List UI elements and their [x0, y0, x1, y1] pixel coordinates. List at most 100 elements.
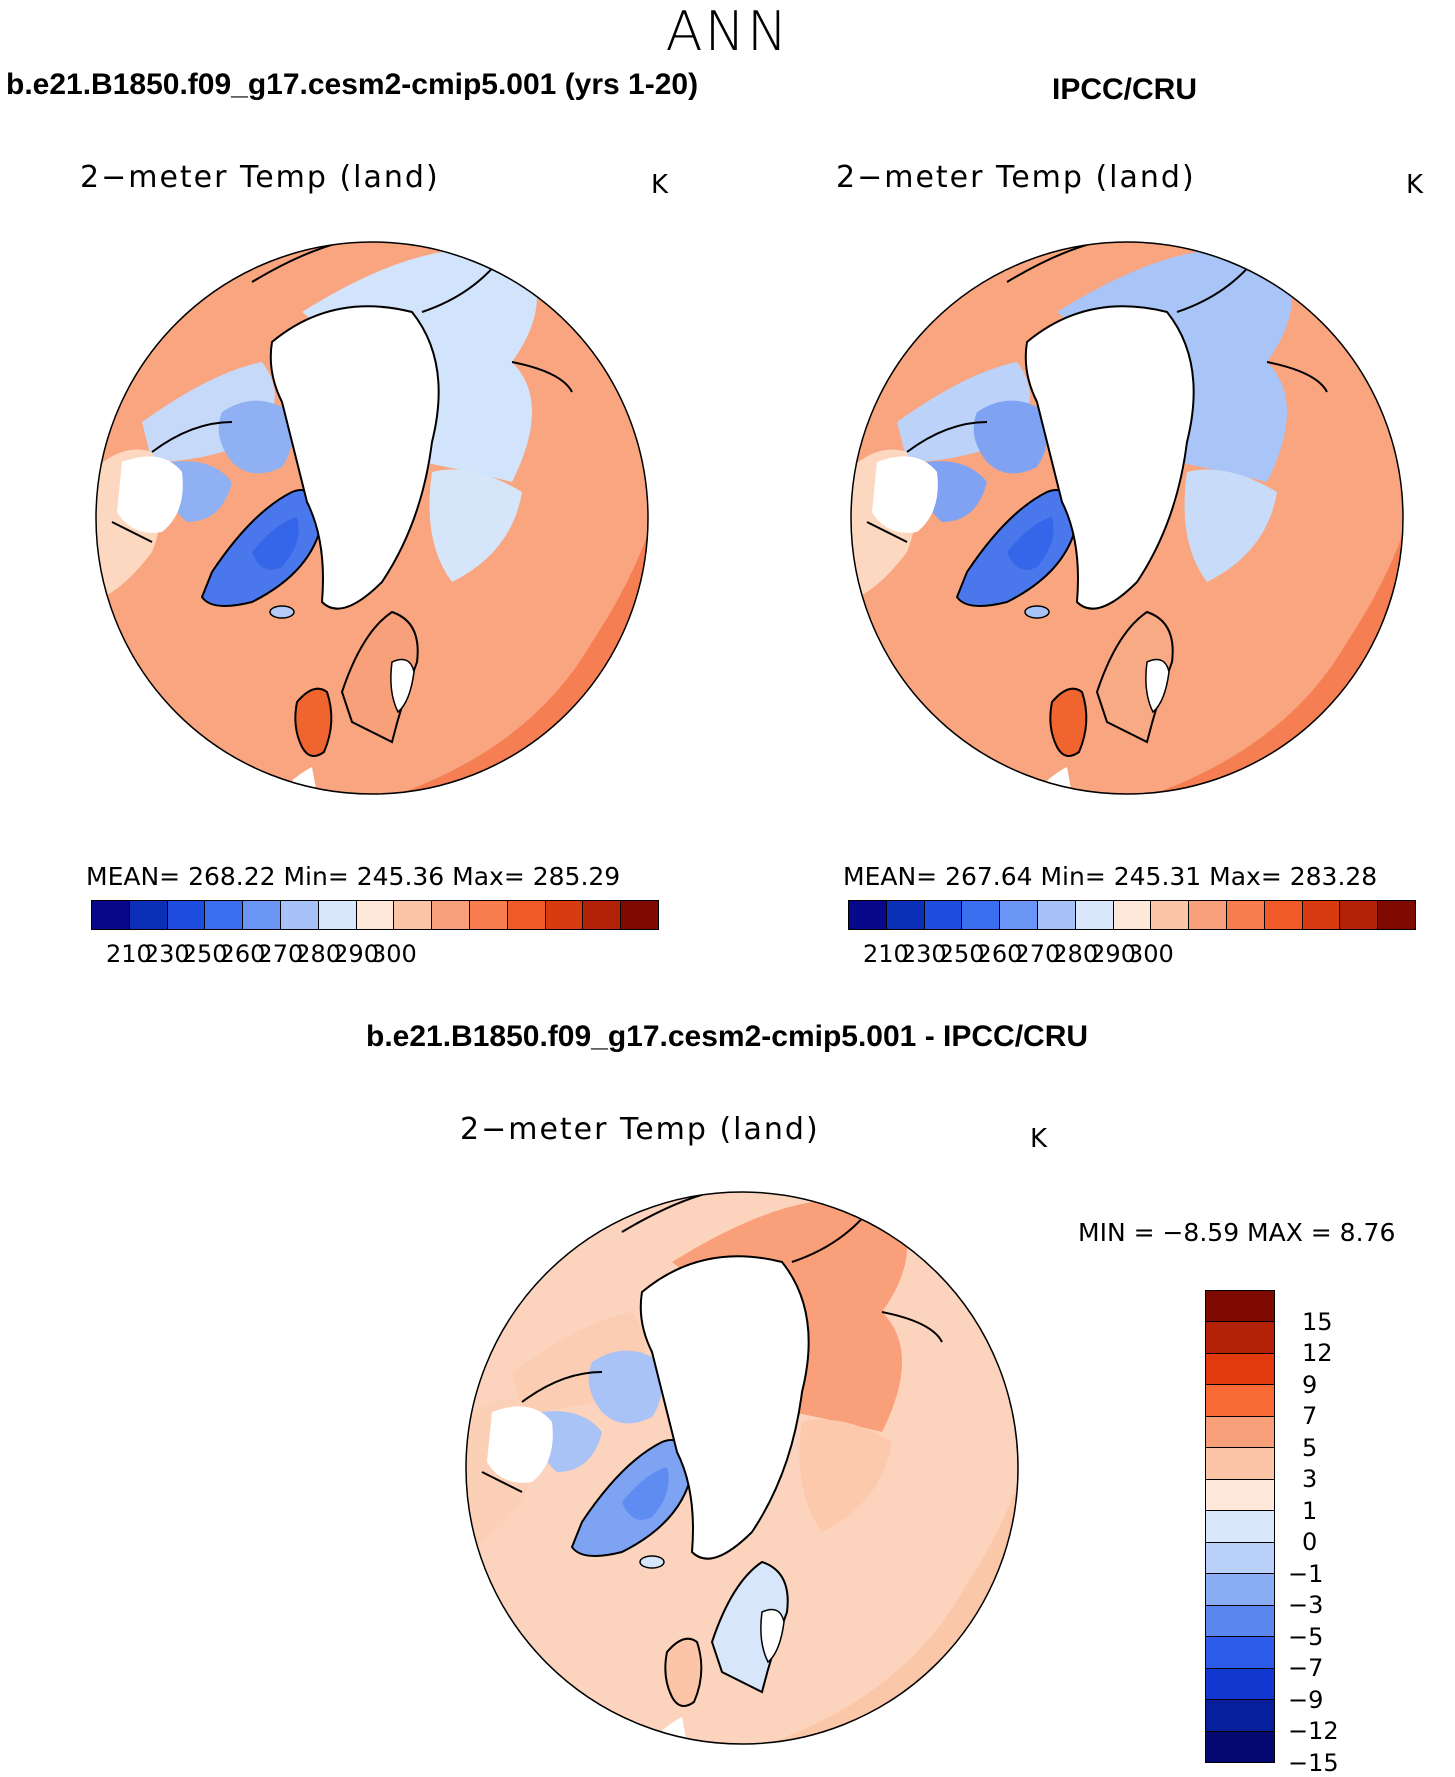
colorbar-swatch	[1340, 901, 1379, 929]
model-stats: MEAN= 268.22 Min= 245.36 Max= 285.29	[86, 862, 621, 891]
colorbar-swatch	[1000, 901, 1038, 929]
colorbar-tick-label: −15	[1288, 1749, 1339, 1777]
colorbar-tick-label: 280	[295, 940, 342, 968]
colorbar-tick-label: 210	[105, 940, 152, 968]
map-land-fill	[466, 1192, 1018, 1744]
map-boundary	[95, 241, 649, 795]
colorbar-swatch	[243, 901, 281, 929]
colorbar-swatch	[1151, 901, 1190, 929]
colorbar-swatch	[849, 901, 887, 929]
model-polar-map	[95, 241, 649, 795]
colorbar-tick-label: 250	[938, 940, 985, 968]
diff-case-title: b.e21.B1850.f09_g17.cesm2-cmip5.001 - IP…	[366, 1020, 1089, 1053]
figure-title: ANN	[665, 0, 790, 63]
map-boundary	[465, 1191, 1019, 1745]
colorbar-swatch	[1206, 1291, 1274, 1323]
colorbar-swatch	[1378, 901, 1415, 929]
colorbar-tick-label: 260	[976, 940, 1023, 968]
colorbar-swatch	[621, 901, 658, 929]
colorbar-tick-label: 250	[181, 940, 228, 968]
colorbar-swatch	[432, 901, 470, 929]
model-case-title: b.e21.B1850.f09_g17.cesm2-cmip5.001 (yrs…	[6, 68, 699, 101]
diff-colorbar	[1205, 1290, 1275, 1763]
colorbar-tick-label: 270	[257, 940, 304, 968]
diff-colorbar-labels: 15 12 9 7 5 3 1 0 −1 −3 −5 −7 −9 −12 −15	[1288, 1290, 1348, 1777]
colorbar-swatch	[583, 901, 622, 929]
colorbar-swatch	[545, 901, 584, 929]
colorbar-swatch	[1206, 1322, 1274, 1354]
colorbar-swatch	[1206, 1574, 1274, 1606]
colorbar-tick-label: 280	[1052, 940, 1099, 968]
colorbar-tick-label: −9	[1288, 1685, 1324, 1714]
obs-unit: K	[1406, 170, 1424, 200]
obs-polar-map	[850, 241, 1404, 795]
colorbar-swatch	[469, 901, 508, 929]
diff-polar-map	[465, 1191, 1019, 1745]
colorbar-swatch	[1206, 1353, 1274, 1386]
colorbar-tick-label: 7	[1302, 1402, 1318, 1431]
colorbar-swatch	[394, 901, 433, 929]
colorbar-swatch	[962, 901, 1001, 929]
map-land-fill	[851, 242, 1403, 794]
map-land-fill	[96, 242, 648, 794]
colorbar-tick-label: 230	[143, 940, 190, 968]
colorbar-tick-label: 0	[1302, 1528, 1318, 1557]
diff-plot-title: 2−meter Temp (land)	[460, 1112, 820, 1147]
colorbar-swatch	[1206, 1479, 1274, 1512]
colorbar-swatch	[1206, 1637, 1274, 1669]
colorbar-swatch	[1075, 901, 1114, 929]
colorbar-swatch	[205, 901, 244, 929]
map-boundary	[850, 241, 1404, 795]
model-unit: K	[651, 170, 669, 200]
colorbar-tick-label: 210	[862, 940, 909, 968]
colorbar-tick-label: 290	[333, 940, 379, 968]
colorbar-swatch	[92, 901, 130, 929]
colorbar-swatch	[1206, 1731, 1274, 1763]
colorbar-tick-label: 300	[1128, 940, 1174, 968]
model-colorbar	[91, 900, 659, 930]
colorbar-tick-label: −1	[1288, 1559, 1324, 1588]
colorbar-swatch	[1189, 901, 1227, 929]
colorbar-swatch	[1037, 901, 1076, 929]
colorbar-tick-label: −12	[1288, 1717, 1339, 1746]
colorbar-swatch	[1302, 901, 1341, 929]
colorbar-swatch	[1206, 1668, 1274, 1701]
colorbar-tick-label: −7	[1288, 1654, 1324, 1683]
obs-case-title: IPCC/CRU	[1052, 73, 1198, 106]
colorbar-swatch	[1206, 1416, 1274, 1449]
colorbar-tick-label: −5	[1288, 1622, 1324, 1651]
diff-stats: MIN = −8.59 MAX = 8.76	[1078, 1218, 1396, 1247]
colorbar-swatch	[1264, 901, 1303, 929]
colorbar-swatch	[1206, 1448, 1274, 1480]
colorbar-swatch	[1113, 901, 1152, 929]
colorbar-swatch	[886, 901, 925, 929]
colorbar-swatch	[280, 901, 319, 929]
colorbar-tick-label: 3	[1302, 1465, 1318, 1494]
colorbar-swatch	[318, 901, 357, 929]
colorbar-tick-label: 1	[1302, 1496, 1318, 1525]
colorbar-swatch	[507, 901, 546, 929]
colorbar-tick-label: 260	[219, 940, 266, 968]
colorbar-tick-label: 9	[1302, 1370, 1318, 1399]
model-plot-title: 2−meter Temp (land)	[80, 160, 440, 195]
colorbar-swatch	[1206, 1605, 1274, 1638]
colorbar-tick-label: 230	[900, 940, 947, 968]
colorbar-tick-label: 5	[1302, 1433, 1318, 1462]
obs-plot-title: 2−meter Temp (land)	[836, 160, 1196, 195]
colorbar-swatch	[924, 901, 963, 929]
colorbar-tick-label: 12	[1302, 1339, 1333, 1368]
obs-colorbar	[848, 900, 1416, 930]
diff-unit: K	[1030, 1124, 1048, 1154]
colorbar-swatch	[1206, 1700, 1274, 1732]
colorbar-tick-label: 15	[1302, 1307, 1333, 1336]
colorbar-tick-label: 290	[1090, 940, 1136, 968]
colorbar-swatch	[356, 901, 395, 929]
colorbar-tick-label: 270	[1014, 940, 1061, 968]
colorbar-swatch	[129, 901, 168, 929]
colorbar-swatch	[1226, 901, 1265, 929]
colorbar-swatch	[1206, 1511, 1274, 1543]
colorbar-swatch	[1206, 1385, 1274, 1417]
obs-stats: MEAN= 267.64 Min= 245.31 Max= 283.28	[843, 862, 1378, 891]
colorbar-swatch	[167, 901, 206, 929]
colorbar-tick-label: −3	[1288, 1591, 1324, 1620]
